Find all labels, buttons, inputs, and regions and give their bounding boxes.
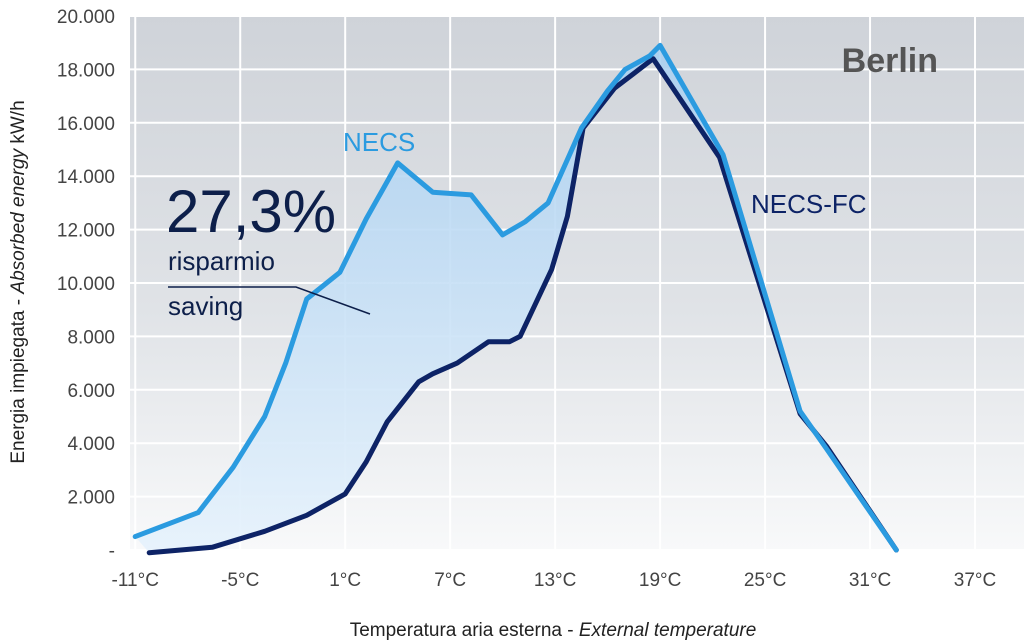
x-tick-label: 31°C [849,570,891,591]
y-axis-title-unit: kW/h [8,100,29,149]
series-label-necs: NECS [343,127,415,157]
x-tick-label: 7°C [434,570,466,591]
y-tick-label: 4.000 [67,434,115,455]
x-axis-ticks: -11°C -5°C 1°C 7°C 13°C 19°C 25°C 31°C 37°C [112,570,997,591]
series-layer [132,42,899,556]
saving-word-en: saving [168,291,243,321]
series-line-necs [132,42,899,553]
x-axis-title: Temperatura aria esterna - External temp… [350,620,757,641]
x-axis-title-italic: External temperature [579,620,756,641]
x-tick-label: -5°C [221,570,259,591]
chart-title: Berlin [842,42,938,80]
saving-area [135,45,897,553]
x-tick-label: 25°C [744,570,786,591]
series-label-necs-fc: NECS-FC [751,189,867,219]
y-tick-label: 16.000 [57,114,115,135]
y-tick-label: 6.000 [67,381,115,402]
saving-pointer-line [168,286,371,315]
x-tick-label: 19°C [639,570,681,591]
y-axis-title: Energia impiegata - Absorbed energy kW/h [8,100,29,463]
x-axis-title-regular: Temperatura aria esterna - [350,620,579,641]
y-tick-label: 10.000 [57,274,115,295]
x-tick-label: 37°C [954,570,996,591]
y-tick-label: 18.000 [57,60,115,81]
y-tick-label: 14.000 [57,167,115,188]
y-tick-label: - [109,541,115,562]
y-tick-label: 2.000 [67,488,115,509]
y-tick-label: 12.000 [57,221,115,242]
x-tick-label: 13°C [534,570,576,591]
y-axis-title-regular: Energia impiegata - [8,294,29,464]
y-tick-label: 20.000 [57,7,115,28]
saving-word-it: risparmio [168,246,275,276]
y-axis-title-italic: Absorbed energy [8,147,29,294]
grid-lines [130,15,1024,551]
x-tick-label: -11°C [112,570,159,591]
saving-percent: 27,3% [166,178,336,245]
x-tick-label: 1°C [329,570,361,591]
y-tick-label: 8.000 [67,327,115,348]
series-line-necs-fc [146,56,899,556]
y-axis-ticks: - 2.000 4.000 6.000 8.000 10.000 12.000 14.000 1… [57,7,115,562]
